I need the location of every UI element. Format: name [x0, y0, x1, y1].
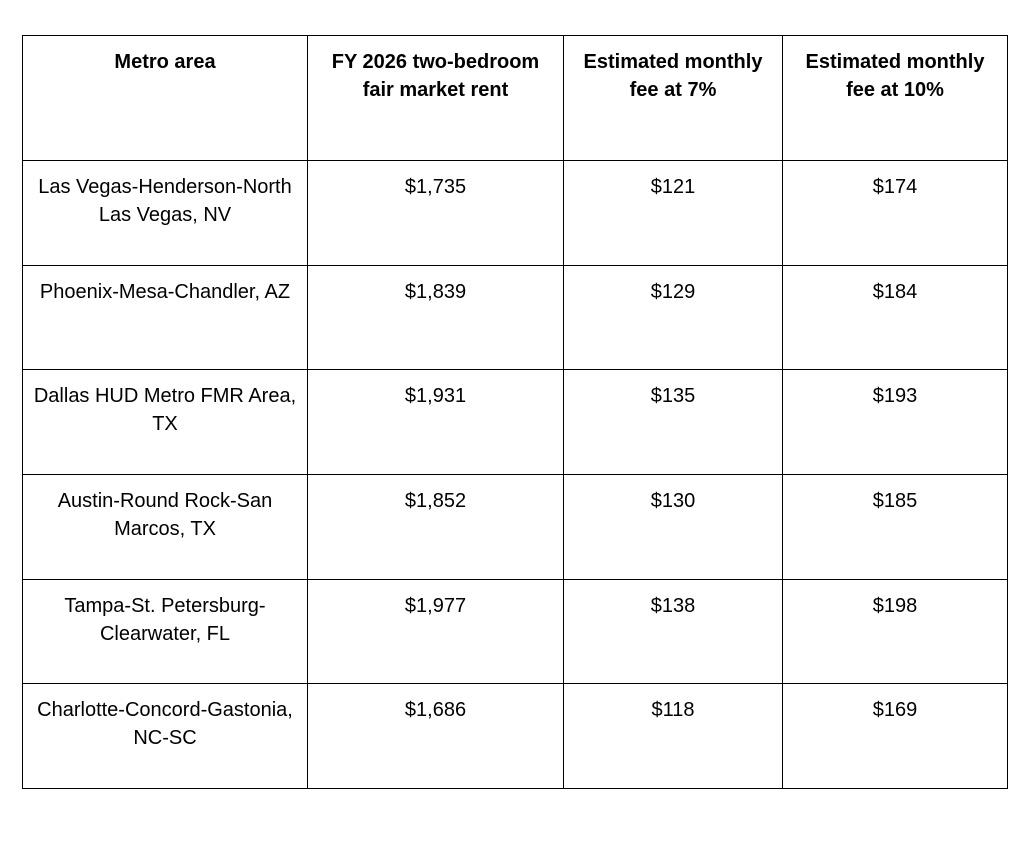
- table-body: Las Vegas-Henderson-North Las Vegas, NV $…: [22, 160, 1008, 790]
- table-row: Las Vegas-Henderson-North Las Vegas, NV $…: [22, 160, 1008, 266]
- value-cell: $121: [563, 160, 783, 266]
- value-cell: $1,931: [307, 369, 564, 476]
- header-cell: Estimated monthly fee at 7%: [563, 35, 783, 161]
- value-cell: $1,735: [307, 160, 564, 266]
- header-cell: FY 2026 two-bedroom fair market rent: [307, 35, 564, 161]
- value-cell: $193: [782, 369, 1008, 476]
- rent-table: Metro area FY 2026 two-bedroom fair marke…: [22, 35, 1008, 790]
- table-row: Dallas HUD Metro FMR Area, TX $1,931 $135 $…: [22, 369, 1008, 476]
- value-cell: $130: [563, 474, 783, 580]
- value-cell: $129: [563, 264, 783, 371]
- table-row: Austin-Round Rock-San Marcos, TX $1,852 $1…: [22, 474, 1008, 580]
- metro-cell: Charlotte-Concord-Gastonia, NC-SC: [22, 683, 308, 790]
- value-cell: $198: [782, 578, 1008, 685]
- metro-cell: Phoenix-Mesa-Chandler, AZ: [22, 264, 308, 371]
- header-cell: Metro area: [22, 35, 308, 161]
- metro-cell: Austin-Round Rock-San Marcos, TX: [22, 474, 308, 580]
- value-cell: $184: [782, 264, 1008, 371]
- value-cell: $1,977: [307, 578, 564, 685]
- table-row: Tampa-St. Petersburg-Clearwater, FL $1,97…: [22, 578, 1008, 685]
- value-cell: $1,686: [307, 683, 564, 790]
- header-cell: Estimated monthly fee at 10%: [782, 35, 1008, 161]
- metro-cell: Dallas HUD Metro FMR Area, TX: [22, 369, 308, 476]
- metro-cell: Las Vegas-Henderson-North Las Vegas, NV: [22, 160, 308, 266]
- value-cell: $169: [782, 683, 1008, 790]
- table-row: Charlotte-Concord-Gastonia, NC-SC $1,686 $…: [22, 683, 1008, 790]
- metro-cell: Tampa-St. Petersburg-Clearwater, FL: [22, 578, 308, 685]
- table-header: Metro area FY 2026 two-bedroom fair marke…: [22, 35, 1008, 161]
- value-cell: $185: [782, 474, 1008, 580]
- value-cell: $138: [563, 578, 783, 685]
- table-row: Phoenix-Mesa-Chandler, AZ $1,839 $129 $184: [22, 264, 1008, 371]
- header-row: Metro area FY 2026 two-bedroom fair marke…: [22, 35, 1008, 161]
- value-cell: $118: [563, 683, 783, 790]
- value-cell: $1,839: [307, 264, 564, 371]
- value-cell: $174: [782, 160, 1008, 266]
- value-cell: $1,852: [307, 474, 564, 580]
- value-cell: $135: [563, 369, 783, 476]
